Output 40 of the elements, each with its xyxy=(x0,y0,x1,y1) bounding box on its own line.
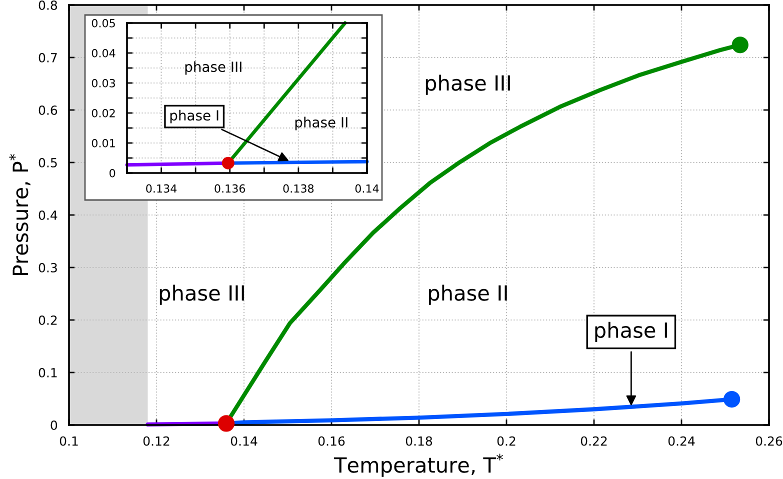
x-tick-label: 0.136 xyxy=(214,184,246,193)
x-tick-label: 0.14 xyxy=(355,184,379,193)
x-tick-label: 0.134 xyxy=(146,184,177,193)
annotation: phase III xyxy=(185,61,242,75)
x-tick-label: 0.2 xyxy=(497,436,516,446)
y-axis-title: Pressure, P$^{*}$ xyxy=(9,154,30,276)
x-tick-label: 0.24 xyxy=(668,436,695,446)
x-tick-label: 0.22 xyxy=(580,436,607,446)
y-tick-label: 0.5 xyxy=(38,158,57,168)
y-tick-label: 0.2 xyxy=(38,315,57,325)
annotation: phase II xyxy=(429,284,507,305)
y-tick-label: 0.6 xyxy=(38,105,58,115)
annotation: phase III xyxy=(426,74,510,95)
x-tick-label: 0.18 xyxy=(406,436,432,446)
x-tick-label: 0.12 xyxy=(143,436,170,446)
x-tick-label: 0.138 xyxy=(283,184,314,193)
y-tick-label: 0.02 xyxy=(92,108,115,118)
annotation: phase III xyxy=(160,284,244,305)
x-tick-label: 0.1 xyxy=(60,436,78,446)
y-tick-label: 0.7 xyxy=(38,52,57,62)
x-tick-label: 0.16 xyxy=(318,436,345,446)
x-tick-label: 0.14 xyxy=(230,436,258,446)
annotation: phase II xyxy=(295,116,348,130)
y-tick-label: 0.8 xyxy=(38,0,58,10)
annotation: phase I xyxy=(170,110,218,124)
point xyxy=(732,36,748,54)
x-axis-title: Temperature, T$^{*}$ xyxy=(334,454,503,477)
y-tick-label: 0.03 xyxy=(92,78,115,88)
y-tick-label: 0.3 xyxy=(38,262,57,272)
x-tick-label: 0.26 xyxy=(756,436,782,446)
y-tick-label: 0 xyxy=(110,168,116,178)
annotation: phase I xyxy=(595,322,667,342)
y-tick-label: 0.1 xyxy=(38,368,57,378)
y-tick-label: 0 xyxy=(50,420,58,430)
point xyxy=(723,390,740,408)
y-tick-label: 0.04 xyxy=(92,48,116,58)
y-tick-label: 0.05 xyxy=(92,18,115,28)
y-tick-label: 0.01 xyxy=(92,138,115,148)
y-tick-label: 0.4 xyxy=(38,210,58,220)
point xyxy=(218,415,235,432)
